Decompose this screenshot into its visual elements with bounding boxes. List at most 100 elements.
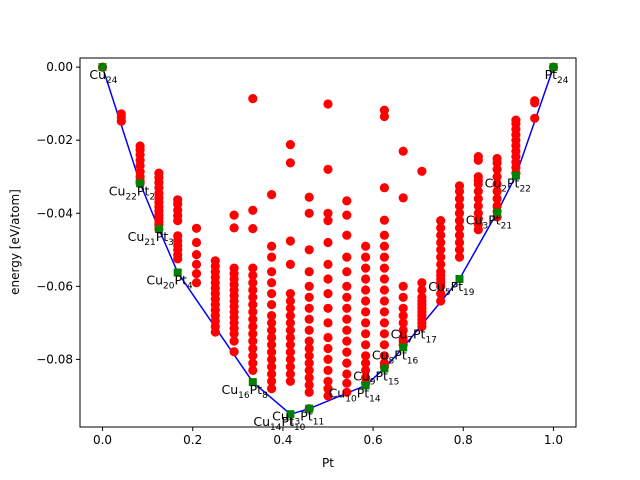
data-point — [304, 373, 314, 383]
y-tick-label: −0.08 — [36, 352, 73, 366]
data-point — [379, 183, 389, 193]
data-point — [454, 186, 465, 196]
data-point — [323, 391, 333, 401]
data-point — [229, 347, 239, 357]
data-point — [379, 215, 389, 225]
data-point — [379, 351, 389, 361]
data-point — [492, 194, 502, 204]
x-tick-label: 0.2 — [183, 433, 202, 447]
data-point — [304, 380, 314, 390]
data-point — [173, 254, 183, 264]
y-tick-label: 0.00 — [46, 60, 73, 74]
data-point — [379, 340, 389, 350]
data-point — [361, 296, 371, 306]
data-point — [398, 318, 408, 328]
data-point — [454, 245, 465, 255]
data-point — [191, 223, 202, 233]
data-point — [436, 216, 446, 226]
data-point — [267, 278, 277, 288]
data-point — [492, 164, 502, 174]
hull-annotation: Cu9Pt15 — [353, 369, 399, 388]
plot-frame — [79, 57, 577, 428]
data-point — [379, 252, 389, 262]
y-axis-label: energy [eV/atom] — [8, 189, 22, 295]
data-point — [323, 354, 333, 364]
data-point — [342, 358, 352, 368]
data-point — [379, 307, 389, 317]
data-point — [454, 216, 465, 226]
data-point — [267, 300, 277, 310]
data-point — [304, 365, 314, 375]
data-point — [436, 237, 446, 248]
data-point — [248, 300, 258, 310]
data-point — [285, 347, 295, 357]
data-point — [379, 105, 389, 115]
data-point — [436, 252, 446, 262]
data-point — [379, 111, 389, 122]
data-point — [398, 292, 408, 302]
data-point — [342, 230, 352, 240]
hull-annotation: Pt24 — [545, 67, 569, 86]
data-point — [379, 274, 389, 284]
data-point — [436, 230, 446, 240]
hull-annotation: Cu14Pt10 — [253, 414, 305, 433]
data-point — [454, 194, 465, 204]
hull-annotation: Cu8Pt16 — [372, 347, 419, 366]
data-point — [267, 332, 277, 343]
data-point — [398, 303, 408, 313]
data-point — [398, 325, 408, 335]
data-point — [285, 296, 295, 306]
data-point — [116, 116, 126, 126]
data-point — [267, 318, 277, 328]
data-point — [248, 263, 258, 273]
data-point — [304, 208, 314, 218]
data-point — [229, 223, 239, 233]
data-point — [304, 267, 314, 277]
data-point — [248, 358, 258, 368]
data-point — [248, 321, 258, 332]
data-point — [191, 278, 202, 288]
data-point — [323, 274, 333, 284]
data-point — [323, 237, 333, 248]
x-tick-label: 0.8 — [454, 433, 473, 447]
data-point — [267, 311, 277, 321]
data-point — [248, 292, 258, 302]
hull-point — [248, 378, 257, 387]
data-point — [210, 327, 220, 337]
data-point — [248, 94, 258, 104]
hull-annotation: Cu2Pt22 — [485, 176, 531, 195]
data-point — [342, 314, 352, 324]
data-point — [285, 332, 295, 343]
data-point — [304, 314, 314, 324]
data-point — [398, 311, 408, 321]
data-point — [267, 362, 277, 372]
hull-point — [136, 179, 145, 188]
data-point — [285, 289, 295, 299]
data-point — [454, 252, 465, 262]
data-point — [398, 193, 408, 203]
data-point — [492, 158, 502, 168]
data-point — [323, 164, 333, 174]
data-point — [417, 321, 427, 332]
data-point — [361, 241, 371, 251]
data-point — [342, 210, 352, 220]
data-point — [379, 230, 389, 240]
data-point — [285, 140, 295, 150]
hull-point — [511, 171, 520, 180]
data-point — [361, 307, 371, 317]
hull-point — [305, 404, 314, 413]
hull-annotation: Cu20Pt4 — [146, 273, 193, 292]
data-point — [361, 365, 371, 375]
data-point — [304, 192, 314, 202]
data-point — [342, 281, 352, 291]
data-point — [342, 303, 352, 313]
x-tick-label: 0.0 — [93, 433, 112, 447]
hull-annotation: Cu16Pt8 — [222, 382, 269, 401]
data-point — [323, 384, 333, 394]
data-point — [473, 225, 483, 235]
hull-point — [98, 63, 107, 72]
axes-layer: 0.0 0.2 0.4 0.6 0.8 1.0 0.00 −0.02 −0.04 −0.06 −0.… — [36, 60, 563, 447]
data-point — [267, 267, 277, 277]
data-point — [285, 259, 295, 269]
data-point — [304, 343, 314, 354]
